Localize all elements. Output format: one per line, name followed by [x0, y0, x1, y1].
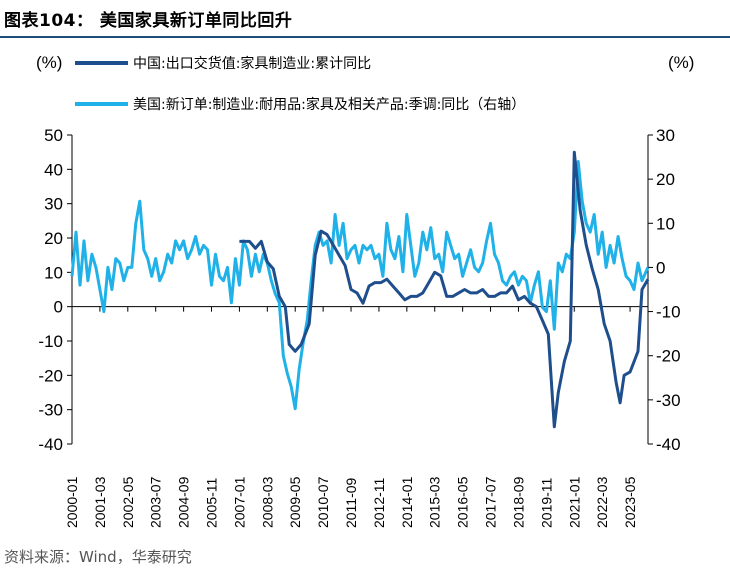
- x-tick-label: 2005-11: [204, 477, 220, 528]
- right-tick-label: -30: [656, 391, 681, 410]
- legend-label-us: 美国:新订单:制造业:耐用品:家具及相关产品:季调:同比（右轴）: [133, 96, 525, 113]
- right-tick-label: -40: [656, 435, 681, 454]
- left-axis-unit: (%): [36, 53, 62, 72]
- x-tick-label: 2012-11: [371, 477, 387, 528]
- x-tick-label: 2008-03: [259, 476, 275, 528]
- series-line-china-furniture-export: [239, 150, 650, 429]
- x-tick-label: 2018-09: [510, 476, 526, 528]
- x-tick-label: 2007-01: [231, 476, 247, 528]
- x-tick-label: 2023-05: [622, 476, 638, 528]
- x-tick-label: 2015-03: [427, 476, 443, 528]
- right-axis-unit: (%): [668, 53, 694, 72]
- title-bar: 图表104： 美国家具新订单同比回升: [0, 0, 730, 38]
- x-tick-label: 2009-05: [287, 476, 303, 528]
- right-tick-label: 30: [656, 126, 675, 145]
- legend-label-china: 中国:出口交货值:家具制造业:累计同比: [133, 55, 371, 72]
- left-tick-label: 20: [44, 229, 63, 248]
- x-tick-label: 2019-11: [538, 477, 554, 528]
- left-tick-label: 0: [54, 298, 63, 317]
- x-tick-label: 2016-05: [455, 476, 471, 528]
- x-tick-label: 2003-07: [148, 476, 164, 528]
- x-tick-label: 2022-03: [594, 476, 610, 528]
- left-tick-label: 30: [44, 195, 63, 214]
- right-tick-label: 10: [656, 214, 675, 233]
- x-tick-label: 2017-07: [483, 476, 499, 528]
- x-tick-label: 2011-09: [343, 477, 359, 528]
- left-tick-label: -20: [38, 366, 63, 385]
- x-tick-label: 2014-01: [399, 476, 415, 528]
- left-tick-label: 40: [44, 160, 63, 179]
- x-tick-label: 2010-07: [315, 476, 331, 528]
- series-line-us-furniture-orders: [70, 160, 650, 411]
- x-tick-label: 2000-01: [64, 476, 80, 528]
- right-tick-label: 0: [656, 258, 665, 277]
- left-tick-label: 10: [44, 263, 63, 282]
- right-tick-label: -10: [656, 303, 681, 322]
- left-tick-label: -30: [38, 401, 63, 420]
- right-tick-label: 20: [656, 170, 675, 189]
- source-note: 资料来源：Wind，华泰研究: [4, 548, 192, 566]
- left-tick-label: -10: [38, 332, 63, 351]
- left-tick-label: 50: [44, 126, 63, 145]
- right-tick-label: -20: [656, 347, 681, 366]
- x-tick-label: 2001-03: [92, 476, 108, 528]
- x-tick-label: 2021-01: [566, 476, 582, 528]
- x-tick-label: 2004-09: [176, 476, 192, 528]
- left-tick-label: -40: [38, 435, 63, 454]
- chart-title: 图表104： 美国家具新订单同比回升: [4, 11, 293, 31]
- x-tick-label: 2002-05: [120, 476, 136, 528]
